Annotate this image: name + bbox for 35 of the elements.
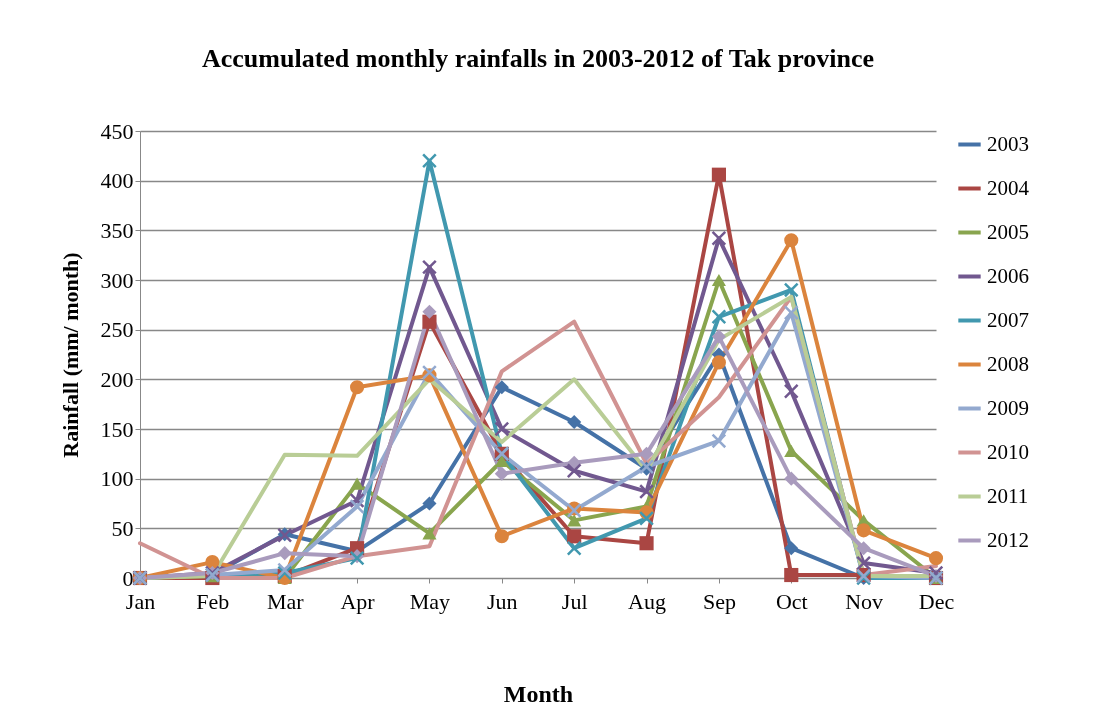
- x-tick-label: Jul: [561, 588, 588, 614]
- x-tick-label: Nov: [845, 588, 884, 614]
- legend-label: 2009: [987, 395, 1029, 420]
- y-tick-label: 250: [100, 317, 134, 343]
- x-tick-label: May: [409, 588, 451, 614]
- y-tick-label: 350: [100, 217, 134, 243]
- y-tick-label: 50: [111, 515, 134, 541]
- x-tick-label: Mar: [266, 588, 305, 614]
- chart-title: Accumulated monthly rainfalls in 2003-2012 of Tak province: [202, 44, 874, 73]
- y-tick-label: 300: [100, 267, 134, 293]
- legend-label: 2003: [987, 131, 1029, 156]
- y-tick-label: 200: [100, 366, 134, 392]
- y-axis-title: Rainfall (mm/ month): [57, 252, 83, 458]
- y-tick-label: 150: [100, 416, 134, 442]
- legend-label: 2007: [987, 307, 1029, 332]
- y-tick-label: 400: [100, 168, 134, 194]
- x-tick-label: Jun: [487, 588, 518, 614]
- x-tick-label: Aug: [628, 588, 666, 614]
- legend-label: 2008: [987, 351, 1029, 376]
- x-axis-title: Month: [503, 680, 574, 707]
- x-tick-label: Feb: [196, 588, 230, 614]
- legend-label: 2006: [987, 263, 1029, 288]
- x-tick-label: Jan: [125, 588, 156, 614]
- legend-label: 2010: [987, 439, 1029, 464]
- legend-label: 2011: [987, 483, 1029, 508]
- x-tick-label: Sep: [702, 588, 736, 614]
- x-tick-label: Dec: [918, 588, 955, 614]
- y-tick-label: 450: [100, 118, 134, 144]
- y-tick-label: 100: [100, 466, 134, 492]
- y-tick-label: 0: [122, 565, 134, 591]
- x-tick-label: Apr: [340, 588, 376, 614]
- legend-label: 2005: [987, 219, 1029, 244]
- legend-label: 2004: [987, 175, 1030, 200]
- legend-label: 2012: [987, 527, 1029, 552]
- x-tick-label: Oct: [775, 588, 808, 614]
